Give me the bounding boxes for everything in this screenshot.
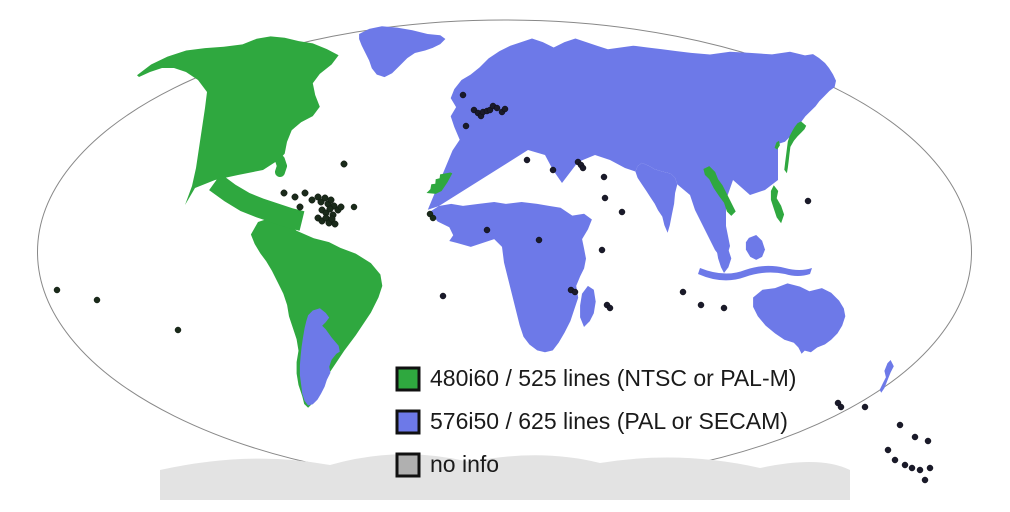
svg-text:no info: no info	[430, 451, 499, 477]
svg-text:576i50 / 625 lines (PAL or SEC: 576i50 / 625 lines (PAL or SECAM)	[430, 408, 788, 434]
svg-text:480i60 / 525 lines (NTSC or PA: 480i60 / 525 lines (NTSC or PAL-M)	[430, 365, 796, 391]
